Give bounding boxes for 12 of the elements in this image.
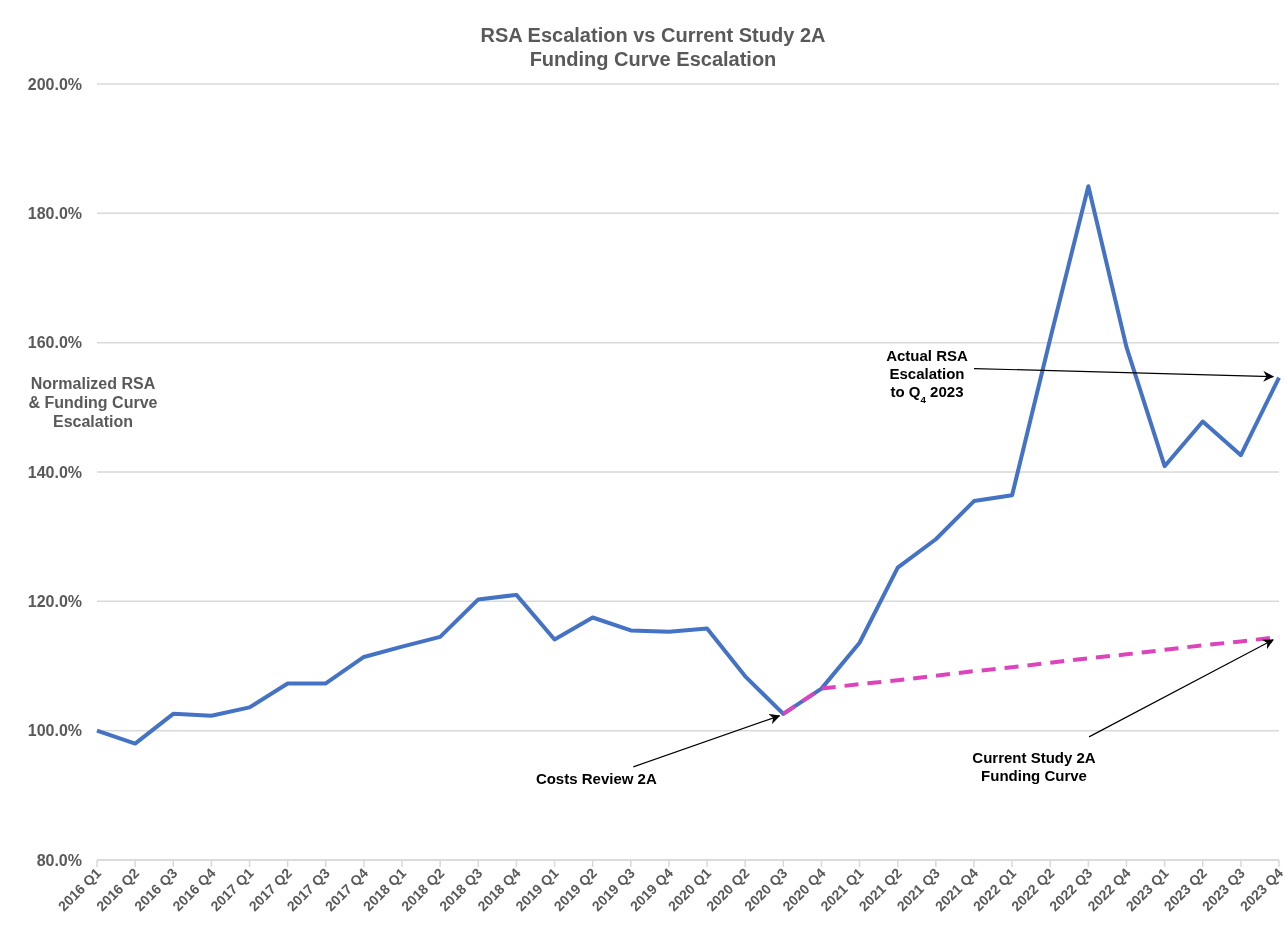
annotation: Actual RSA Escalation to Q$_{4}$ 2023 xyxy=(886,346,968,405)
y-tick-label: 80.0% xyxy=(36,851,82,869)
y-tick-label: 100.0% xyxy=(27,722,82,740)
y-axis-title: Normalized RSA & Funding Curve Escalation xyxy=(28,375,158,431)
annotation: Current Study 2A Funding Curve xyxy=(972,748,1096,784)
annotation: Costs Review 2A xyxy=(535,769,657,787)
y-tick-label: 180.0% xyxy=(27,204,82,222)
y-tick-label: 160.0% xyxy=(27,334,82,352)
y-tick-label: 140.0% xyxy=(27,463,82,481)
y-tick-label: 120.0% xyxy=(27,592,82,610)
chart-title: RSA Escalation vs Current Study 2A Funding Curve Escalation xyxy=(480,24,826,70)
y-tick-label: 200.0% xyxy=(27,75,82,93)
